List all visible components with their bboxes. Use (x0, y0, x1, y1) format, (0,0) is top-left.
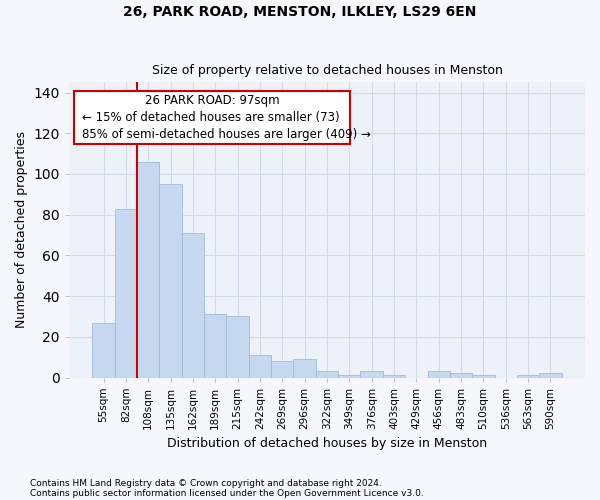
Bar (226, 316, 249, 378)
Bar (428, 372, 450, 378)
Text: 85% of semi-detached houses are larger (409) →: 85% of semi-detached houses are larger (… (82, 128, 371, 141)
Bar (539, 374, 562, 378)
Text: Contains public sector information licensed under the Open Government Licence v3: Contains public sector information licen… (30, 488, 424, 498)
Bar (249, 355, 271, 378)
Bar (383, 376, 405, 378)
Y-axis label: Number of detached properties: Number of detached properties (15, 132, 28, 328)
X-axis label: Distribution of detached houses by size in Menston: Distribution of detached houses by size … (167, 437, 487, 450)
Bar (450, 374, 472, 378)
Bar (182, 233, 204, 378)
Bar (271, 361, 293, 378)
Bar (338, 376, 361, 378)
Text: 26, PARK ROAD, MENSTON, ILKLEY, LS29 6EN: 26, PARK ROAD, MENSTON, ILKLEY, LS29 6EN (124, 5, 476, 19)
Bar (115, 208, 137, 378)
Title: Size of property relative to detached houses in Menston: Size of property relative to detached ho… (152, 64, 502, 77)
Bar (204, 314, 226, 378)
Bar (472, 376, 494, 378)
Text: ← 15% of detached houses are smaller (73): ← 15% of detached houses are smaller (73… (82, 112, 340, 124)
Bar (160, 184, 182, 378)
Bar (293, 359, 316, 378)
Bar (92, 322, 115, 378)
Text: Contains HM Land Registry data © Crown copyright and database right 2024.: Contains HM Land Registry data © Crown c… (30, 478, 382, 488)
FancyBboxPatch shape (74, 91, 350, 144)
Text: 26 PARK ROAD: 97sqm: 26 PARK ROAD: 97sqm (145, 94, 280, 108)
Bar (316, 372, 338, 378)
Bar (361, 372, 383, 378)
Bar (137, 162, 160, 378)
Bar (517, 376, 539, 378)
